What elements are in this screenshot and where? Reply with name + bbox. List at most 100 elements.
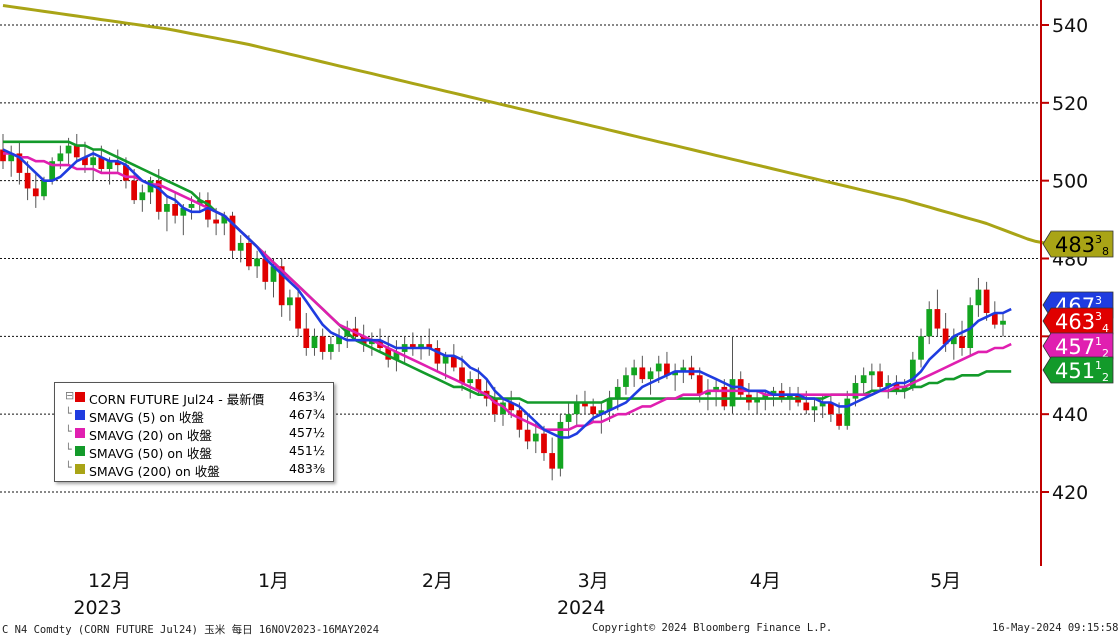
candle-66 — [541, 425, 547, 461]
candle-68 — [557, 414, 564, 477]
last-label-box-451 — [1042, 356, 1114, 384]
candle-78 — [639, 355, 646, 384]
year-label-2024: 2024 — [557, 597, 605, 619]
x-tick-label-1月: 1月 — [258, 570, 289, 592]
last-label-text-463: 463 — [1055, 310, 1095, 334]
candle-body-58 — [475, 379, 482, 391]
candle-body-92 — [754, 398, 760, 403]
candle-37 — [303, 312, 310, 356]
candle-57 — [467, 371, 474, 399]
candle-47 — [385, 336, 392, 368]
candle-body-26 — [213, 219, 219, 224]
candle-61 — [500, 398, 506, 426]
candle-35 — [287, 289, 293, 321]
candle-28 — [229, 211, 236, 259]
last-label-text-483: 483 — [1055, 233, 1095, 257]
footer-right: 16-May-2024 09:15:58 — [992, 622, 1119, 634]
candle-body-75 — [614, 386, 621, 399]
candle-106 — [868, 363, 875, 391]
candle-body-115 — [942, 328, 949, 345]
series-line-ma200 — [2, 4, 1045, 245]
candle-body-52 — [426, 344, 433, 349]
footer-center: Copyright© 2024 Bloomberg Finance L.P. — [592, 622, 833, 634]
candle-body-45 — [368, 340, 375, 345]
last-label-box-463 — [1042, 307, 1114, 335]
candle-9 — [73, 133, 80, 162]
legend-item-2: └ SMAVG (20) on 收盤 457½ — [63, 425, 329, 443]
x-tick-label-3月: 3月 — [578, 570, 609, 592]
candle-body-101 — [828, 402, 834, 415]
candle-body-74 — [606, 398, 613, 411]
candle-body-14 — [114, 161, 121, 166]
y-tick-label-420: 420 — [1052, 482, 1088, 504]
candle-119 — [975, 277, 982, 317]
candle-body-77 — [631, 367, 638, 376]
candle-body-6 — [49, 161, 56, 181]
candle-body-37 — [303, 328, 310, 349]
candle-91 — [746, 383, 752, 411]
y-axis-ticks: 420440460480500520540 — [1041, 15, 1088, 504]
candle-body-51 — [418, 344, 424, 349]
series-ma5 — [2, 148, 1012, 439]
candle-body-36 — [295, 297, 301, 329]
legend-item-3: └ SMAVG (50) on 收盤 451½ — [63, 443, 329, 461]
candle-body-93 — [762, 394, 769, 399]
candle-4 — [32, 172, 39, 208]
candle-17 — [139, 184, 146, 212]
candle-0 — [0, 133, 6, 169]
last-label-text-457: 457 — [1055, 335, 1095, 359]
candle-120 — [983, 281, 990, 321]
candle-body-102 — [836, 414, 842, 426]
last-label-text-451: 451 — [1055, 359, 1095, 383]
y-tick-label-520: 520 — [1052, 93, 1088, 115]
candle-body-10 — [82, 157, 88, 166]
legend-item-value: 467¾ — [289, 407, 325, 422]
candle-body-87 — [713, 386, 719, 391]
last-label-frac-num-451: 1 — [1095, 359, 1102, 372]
legend-item-name: SMAVG (5) on 收盤 — [89, 410, 204, 425]
legend-tree-icon: └ — [65, 461, 72, 474]
legend-item-value: 483⅜ — [289, 461, 325, 476]
candle-body-55 — [450, 355, 457, 368]
candle-52 — [426, 328, 433, 356]
candle-body-60 — [491, 398, 498, 415]
legend-item-value: 463¾ — [289, 389, 325, 404]
last-value-labels: 4833846734463344571245112 — [1042, 230, 1114, 384]
candle-body-122 — [1000, 320, 1006, 325]
candle-body-19 — [155, 180, 162, 212]
candle-body-34 — [278, 266, 285, 306]
candle-18 — [147, 176, 154, 205]
candle-70 — [573, 394, 580, 426]
candle-body-103 — [844, 398, 851, 426]
candle-85 — [696, 367, 703, 403]
candle-89 — [729, 336, 736, 415]
candle-63 — [516, 402, 523, 438]
candle-body-25 — [205, 200, 211, 220]
last-label-frac-den-457: 2 — [1102, 347, 1109, 360]
candle-body-71 — [582, 402, 588, 407]
candle-29 — [237, 235, 244, 263]
candle-body-12 — [98, 157, 105, 169]
candle-body-67 — [549, 453, 556, 469]
last-label-457: 457 12 — [1042, 332, 1114, 360]
candle-41 — [336, 328, 342, 352]
candle-body-110 — [901, 386, 908, 391]
candle-34 — [278, 258, 285, 317]
candle-116 — [950, 328, 957, 360]
candle-body-11 — [90, 157, 97, 166]
candle-body-104 — [852, 383, 859, 399]
candle-31 — [254, 250, 260, 278]
candle-body-5 — [41, 180, 47, 197]
y-tick-label-540: 540 — [1052, 15, 1088, 37]
candle-body-0 — [0, 149, 6, 162]
candle-body-54 — [442, 355, 449, 364]
candle-body-121 — [991, 312, 998, 325]
legend-tree-icon: └ — [65, 425, 72, 438]
candle-body-99 — [811, 406, 818, 411]
candle-118 — [967, 297, 974, 356]
candle-body-76 — [623, 375, 629, 387]
candle-103 — [844, 390, 851, 430]
candle-101 — [828, 394, 834, 422]
candle-body-118 — [967, 305, 974, 349]
candle-body-39 — [319, 336, 326, 352]
